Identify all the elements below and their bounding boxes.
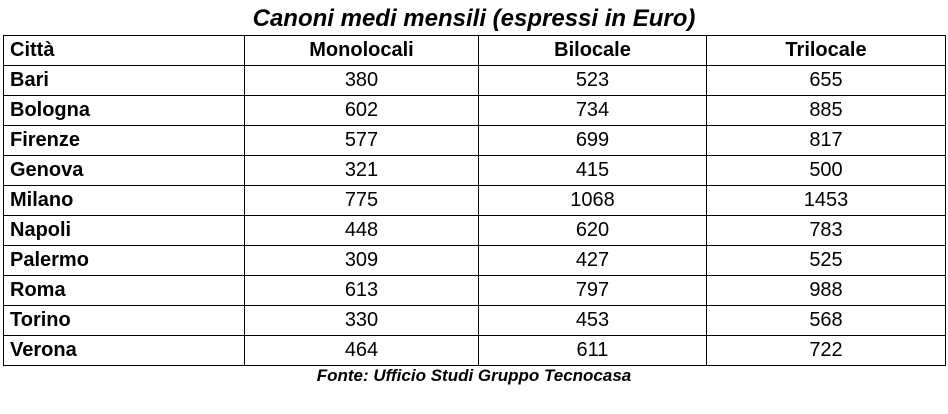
table-title: Canoni medi mensili (espressi in Euro) — [252, 5, 696, 32]
cell-monolocali: 577 — [244, 125, 479, 156]
cell-bilocale: 734 — [478, 95, 707, 126]
column-header-monolocali: Monolocali — [244, 35, 479, 66]
table-row: Palermo 309 427 525 — [3, 245, 946, 276]
source-note: Fonte: Ufficio Studi Gruppo Tecnocasa — [316, 366, 632, 385]
table-row: Bari 380 523 655 — [3, 65, 946, 96]
cell-city: Torino — [3, 305, 245, 336]
cell-monolocali: 613 — [244, 275, 479, 306]
cell-city: Firenze — [3, 125, 245, 156]
cell-trilocale: 988 — [706, 275, 946, 306]
header-row: Città Monolocali Bilocale Trilocale — [3, 35, 946, 66]
cell-monolocali: 448 — [244, 215, 479, 246]
table-row: Torino 330 453 568 — [3, 305, 946, 336]
cell-trilocale: 817 — [706, 125, 946, 156]
cell-trilocale: 1453 — [706, 185, 946, 216]
table-row: Napoli 448 620 783 — [3, 215, 946, 246]
cell-trilocale: 525 — [706, 245, 946, 276]
cell-bilocale: 523 — [478, 65, 707, 96]
table-body: Bari 380 523 655 Bologna 602 734 885 Firenze 577 6… — [3, 65, 946, 366]
rent-table: Città Monolocali Bilocale Trilocale Bari… — [3, 35, 946, 366]
table-row: Milano 775 1068 1453 — [3, 185, 946, 216]
cell-trilocale: 655 — [706, 65, 946, 96]
table-row: Bologna 602 734 885 — [3, 95, 946, 126]
cell-city: Palermo — [3, 245, 245, 276]
table-row: Genova 321 415 500 — [3, 155, 946, 186]
cell-bilocale: 611 — [478, 335, 707, 366]
cell-trilocale: 722 — [706, 335, 946, 366]
table-row: Verona 464 611 722 — [3, 335, 946, 366]
table-row: Roma 613 797 988 — [3, 275, 946, 306]
cell-bilocale: 620 — [478, 215, 707, 246]
column-header-trilocale: Trilocale — [706, 35, 946, 66]
cell-bilocale: 1068 — [478, 185, 707, 216]
cell-city: Genova — [3, 155, 245, 186]
cell-city: Bari — [3, 65, 245, 96]
cell-bilocale: 453 — [478, 305, 707, 336]
table-row: Firenze 577 699 817 — [3, 125, 946, 156]
cell-bilocale: 797 — [478, 275, 707, 306]
column-header-city: Città — [3, 35, 245, 66]
cell-city: Bologna — [3, 95, 245, 126]
cell-bilocale: 699 — [478, 125, 707, 156]
cell-monolocali: 464 — [244, 335, 479, 366]
cell-city: Milano — [3, 185, 245, 216]
cell-trilocale: 568 — [706, 305, 946, 336]
cell-monolocali: 380 — [244, 65, 479, 96]
cell-city: Roma — [3, 275, 245, 306]
cell-monolocali: 330 — [244, 305, 479, 336]
cell-city: Verona — [3, 335, 245, 366]
cell-bilocale: 415 — [478, 155, 707, 186]
cell-monolocali: 775 — [244, 185, 479, 216]
cell-trilocale: 885 — [706, 95, 946, 126]
cell-monolocali: 309 — [244, 245, 479, 276]
cell-trilocale: 500 — [706, 155, 946, 186]
column-header-bilocale: Bilocale — [478, 35, 707, 66]
cell-monolocali: 321 — [244, 155, 479, 186]
cell-monolocali: 602 — [244, 95, 479, 126]
cell-city: Napoli — [3, 215, 245, 246]
cell-trilocale: 783 — [706, 215, 946, 246]
cell-bilocale: 427 — [478, 245, 707, 276]
